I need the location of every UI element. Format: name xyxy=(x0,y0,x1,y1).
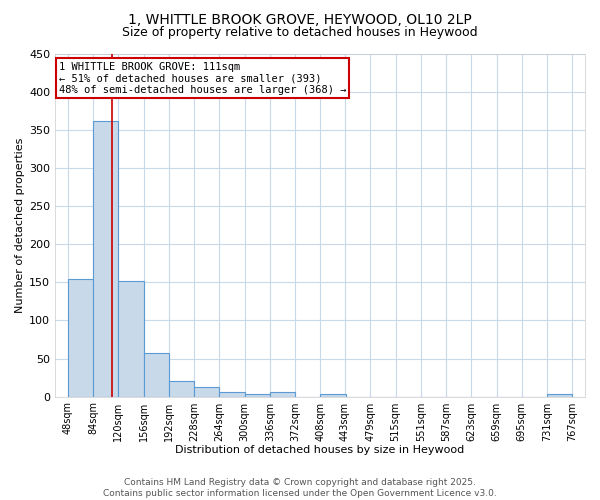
Bar xyxy=(93,121,118,396)
Text: 1, WHITTLE BROOK GROVE, HEYWOOD, OL10 2LP: 1, WHITTLE BROOK GROVE, HEYWOOD, OL10 2L… xyxy=(128,12,472,26)
Y-axis label: Number of detached properties: Number of detached properties xyxy=(15,138,25,313)
Text: Size of property relative to detached houses in Heywood: Size of property relative to detached ho… xyxy=(122,26,478,39)
Text: Contains HM Land Registry data © Crown copyright and database right 2025.
Contai: Contains HM Land Registry data © Crown c… xyxy=(103,478,497,498)
Bar xyxy=(194,386,220,396)
Bar xyxy=(245,394,270,396)
X-axis label: Distribution of detached houses by size in Heywood: Distribution of detached houses by size … xyxy=(175,445,465,455)
Bar xyxy=(320,394,346,396)
Bar xyxy=(68,278,93,396)
Bar xyxy=(143,353,169,397)
Bar xyxy=(169,382,194,396)
Text: 1 WHITTLE BROOK GROVE: 111sqm
← 51% of detached houses are smaller (393)
48% of : 1 WHITTLE BROOK GROVE: 111sqm ← 51% of d… xyxy=(59,62,346,95)
Bar xyxy=(220,392,245,396)
Bar xyxy=(270,392,295,396)
Bar xyxy=(118,281,143,396)
Bar xyxy=(547,394,572,396)
